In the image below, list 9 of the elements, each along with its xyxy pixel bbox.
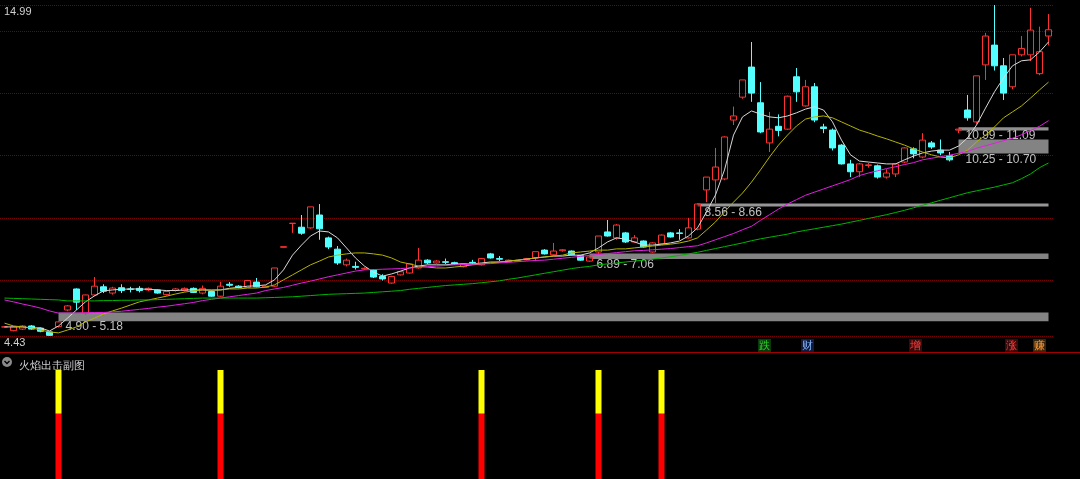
text: 涨	[1005, 339, 1018, 352]
y-tick-label: 4.43	[4, 335, 26, 348]
y-tick-label: 14.99	[4, 4, 32, 17]
chart-title: 火焰出击副图	[19, 358, 85, 371]
text: 跌	[758, 339, 771, 352]
band-label: 10.25 - 10.70	[965, 151, 1037, 166]
text: 赚	[1033, 339, 1046, 352]
text: 财	[801, 339, 814, 352]
text: 增	[909, 339, 922, 352]
